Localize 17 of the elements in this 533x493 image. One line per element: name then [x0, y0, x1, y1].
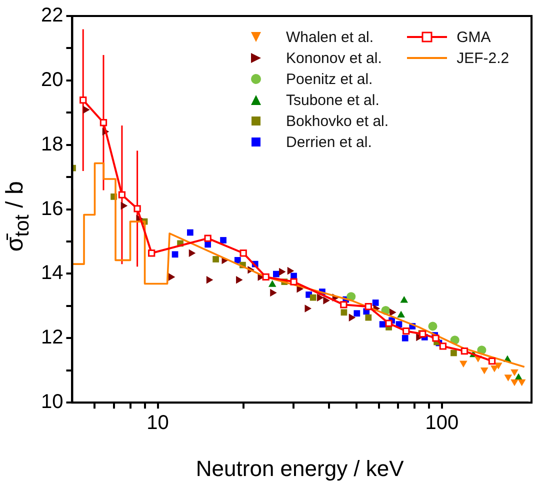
y-tick-label: 22 [40, 4, 64, 27]
legend-label: Kononov et al. [286, 50, 382, 66]
legend-label: Derrien et al. [286, 134, 372, 150]
legend-label: Tsubone et al. [286, 92, 380, 108]
x-tick-label: 100 [425, 412, 459, 434]
legend-label: Poenitz et al. [286, 70, 373, 88]
legend-label: GMA [456, 28, 491, 46]
y-tick-label: 16 [40, 198, 64, 220]
y-tick-label: 12 [40, 326, 64, 349]
x-axis-title: Neutron energy / keV [196, 456, 404, 481]
legend-label: Whalen et al. [286, 28, 374, 46]
y-tick-label: 14 [40, 262, 64, 284]
legend-label: Bokhovko et al. [286, 112, 389, 130]
y-tick-label: 10 [40, 391, 64, 414]
y-tick-label: 20 [40, 68, 64, 91]
legend-label: JEF-2.2 [456, 50, 510, 66]
y-tick-label: 18 [40, 133, 64, 156]
